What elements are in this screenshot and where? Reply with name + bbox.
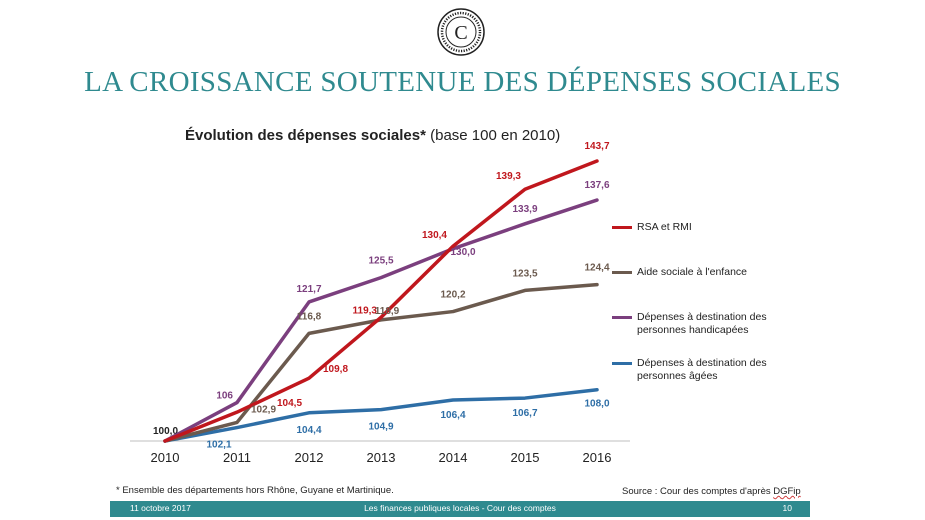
chart-title-bold: Évolution des dépenses sociales* [185, 127, 426, 144]
x-tick-label: 2015 [511, 450, 540, 465]
x-tick-label: 2010 [151, 450, 180, 465]
data-label: 125,5 [368, 256, 393, 267]
x-tick-label: 2016 [583, 450, 612, 465]
data-label: 102,9 [251, 404, 276, 415]
legend-swatch-agees [612, 362, 632, 365]
data-label: 123,5 [512, 268, 537, 279]
series-line [163, 198, 599, 443]
x-tick-label: 2013 [367, 450, 396, 465]
legend-swatch-rsa [612, 226, 632, 229]
data-label: 106,4 [440, 410, 465, 421]
data-label: 116,8 [297, 311, 322, 322]
footnote: * Ensemble des départements hors Rhône, … [116, 485, 394, 496]
data-label: 124,4 [584, 263, 609, 274]
legend-item-handicapees: Dépenses à destination des personnes hand… [612, 311, 767, 337]
footer-date: 11 octobre 2017 [130, 503, 191, 513]
data-label: 137,6 [584, 180, 609, 191]
data-label: 130,0 [450, 247, 475, 258]
data-label: 106 [216, 391, 233, 402]
data-label: 119,3 [353, 305, 378, 316]
x-tick-label: 2012 [295, 450, 324, 465]
data-label: 108,0 [584, 399, 609, 410]
legend-item-enfance: Aide sociale à l'enfance [612, 266, 747, 279]
data-label: 118,9 [375, 306, 400, 317]
x-tick-label: 2011 [223, 450, 251, 465]
data-label: 120,2 [440, 290, 465, 301]
chart-title: Évolution des dépenses sociales* (base 1… [185, 127, 560, 144]
series-line [163, 282, 599, 443]
footer-page-number: 10 [782, 503, 792, 513]
logo-letter: C [454, 22, 467, 44]
footer-bar: 11 octobre 2017 Les finances publiques l… [110, 501, 810, 517]
data-label: 121,7 [296, 284, 321, 295]
data-label: 109,8 [323, 364, 348, 375]
data-label: 139,3 [496, 171, 521, 182]
data-label: 104,9 [368, 422, 393, 433]
cour-des-comptes-logo: C [437, 8, 485, 56]
data-label: 102,1 [206, 440, 231, 451]
data-label: 130,4 [422, 230, 447, 241]
slide-title: LA CROISSANCE SOUTENUE DES DÉPENSES SOCI… [84, 66, 841, 98]
data-label: 104,4 [296, 425, 321, 436]
series-line [163, 387, 599, 443]
legend-swatch-enfance [612, 271, 632, 274]
legend-item-agees: Dépenses à destination des personnes âgée… [612, 357, 767, 383]
legend-swatch-handicapees [612, 316, 632, 319]
series-line [163, 159, 599, 443]
data-label: 104,5 [277, 398, 302, 409]
x-tick-label: 2014 [439, 450, 468, 465]
data-label: 106,7 [512, 408, 537, 419]
footer-title: Les finances publiques locales - Cour de… [364, 503, 556, 513]
data-label: 143,7 [584, 141, 609, 152]
source-note: Source : Cour des comptes d'après DGFip [622, 486, 801, 497]
data-label: 133,9 [512, 204, 537, 215]
data-label-base: 100,0 [153, 426, 178, 437]
legend-item-rsa: RSA et RMI [612, 221, 692, 234]
chart-title-normal: (base 100 en 2010) [425, 127, 561, 144]
